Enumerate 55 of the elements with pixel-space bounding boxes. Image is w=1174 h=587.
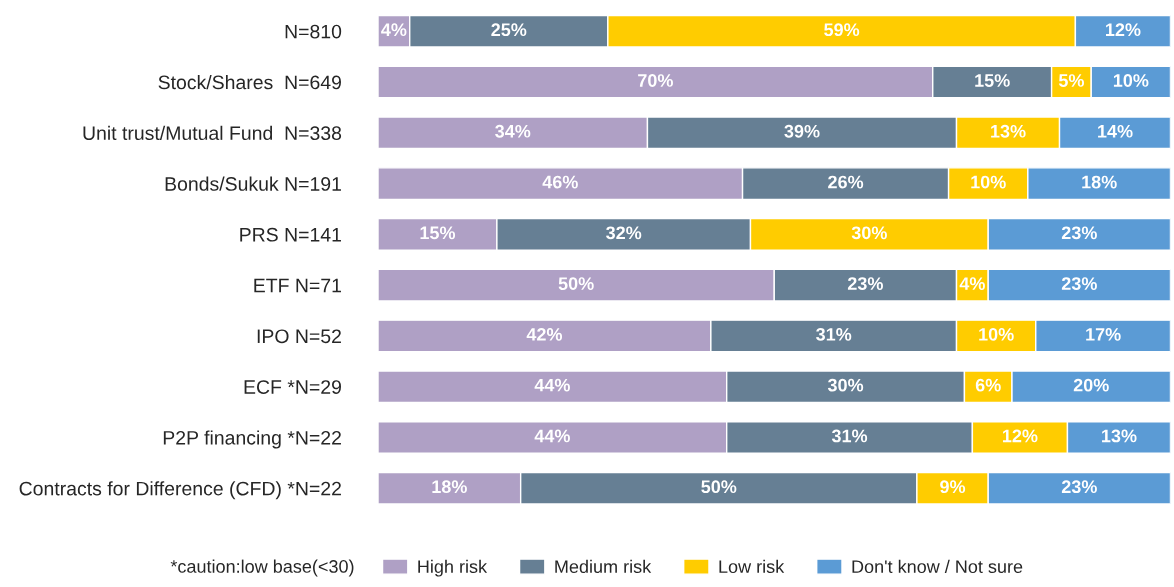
data-label: 39%: [784, 124, 820, 138]
data-label: 26%: [828, 175, 864, 189]
data-label: 12%: [1106, 23, 1141, 37]
data-label: 25%: [491, 23, 527, 37]
data-label: 23%: [1061, 480, 1097, 494]
data-label: 18%: [1082, 175, 1117, 189]
y-tick-label: ETF N=71: [254, 278, 341, 293]
data-label: 10%: [1113, 74, 1149, 87]
data-label: 32%: [606, 226, 642, 240]
text: *caution:low base(<30): [170, 559, 354, 577]
data-label: 44%: [534, 378, 570, 392]
data-label: 30%: [851, 226, 887, 240]
y-tick-label: IPO N=52: [257, 329, 341, 344]
y-tick-label: P2P financing *N=22: [163, 430, 341, 449]
data-label: 5%: [1058, 74, 1084, 87]
data-label: 17%: [1086, 328, 1121, 341]
data-label: 6%: [975, 378, 1001, 392]
data-label: 10%: [971, 175, 1006, 189]
data-label: 14%: [1098, 124, 1133, 138]
y-tick-label: ECF *N=29: [244, 380, 341, 394]
legend-label: Medium risk: [555, 559, 652, 574]
y-tick-label: Unit trust/Mutual Fund N=338: [83, 125, 342, 141]
legend-label: Low risk: [719, 559, 785, 574]
data-label: 50%: [701, 480, 737, 494]
data-label: 9%: [940, 480, 966, 494]
data-label: 23%: [847, 277, 883, 291]
data-label: 30%: [827, 378, 864, 392]
data-label: 13%: [991, 124, 1026, 138]
legend-label: High risk: [418, 559, 488, 577]
data-label: 34%: [495, 124, 531, 138]
y-tick-label: N=810: [285, 24, 342, 39]
data-label: 10%: [979, 327, 1014, 341]
data-label: 31%: [831, 429, 868, 443]
data-label: 18%: [432, 480, 467, 494]
data-label: 4%: [959, 277, 985, 290]
data-label: 12%: [1002, 429, 1038, 443]
y-tick-label: Stock/Shares N=649: [158, 74, 341, 90]
data-label: 4%: [381, 23, 407, 37]
data-label: 20%: [1073, 378, 1109, 392]
data-label: 59%: [824, 23, 860, 37]
data-label: 70%: [638, 74, 673, 87]
data-label: 15%: [420, 226, 456, 240]
data-label: 13%: [1102, 429, 1137, 443]
legend-label: Don't know / Not sure: [852, 559, 1023, 574]
data-label: 23%: [1061, 226, 1097, 240]
data-label: 15%: [975, 74, 1010, 87]
data-label: 31%: [816, 327, 852, 341]
y-tick-label: Contracts for Difference (CFD) *N=22: [19, 481, 341, 500]
y-tick-label: PRS N=141: [240, 227, 341, 242]
data-label: 44%: [534, 429, 570, 443]
data-label: 42%: [526, 327, 563, 341]
data-label: 23%: [1061, 277, 1097, 291]
y-tick-label: Bonds/Sukuk N=191: [165, 176, 341, 191]
data-label: 46%: [542, 175, 578, 189]
data-label: 50%: [558, 277, 594, 290]
